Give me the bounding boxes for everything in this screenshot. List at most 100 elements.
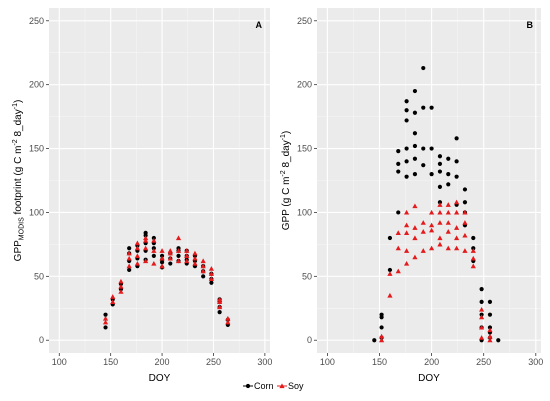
data-point-soy [404,222,410,228]
data-point-corn [437,169,443,174]
data-point-soy [208,266,215,271]
data-point-soy [454,209,460,215]
y-axis-title-part: 8_day [281,140,292,170]
y-tick-label: 150 [297,144,312,154]
x-tick-label: 300 [257,357,272,367]
data-point-soy [429,222,435,228]
y-axis-title-part: 8_day [13,109,24,139]
data-point-soy [126,250,132,256]
panel-label: A [256,20,263,30]
data-point-corn [454,159,459,164]
data-point-soy [159,248,165,253]
data-point-soy [479,306,485,312]
data-point-soy [462,248,468,253]
data-point-corn [471,235,476,241]
data-point-soy [143,237,149,243]
legend-item-soy: Soy [277,381,304,391]
data-point-soy [151,248,157,253]
data-point-soy [159,263,165,269]
data-point-corn [396,169,401,174]
data-point-corn [429,146,434,151]
legend-label: Corn [254,381,274,391]
data-point-corn [487,312,493,317]
data-point-soy [454,235,460,241]
data-point-soy [225,315,231,321]
data-point-soy [175,248,182,253]
data-point-corn [412,143,418,149]
data-point-corn [421,163,426,168]
y-tick-label: 0 [307,335,312,345]
data-point-soy [454,225,460,230]
data-point-soy [437,241,443,247]
data-point-soy [143,235,149,241]
x-tick-label: 250 [476,357,491,367]
data-point-corn [209,280,214,285]
y-tick-label: 150 [29,144,44,154]
y-axis-title-part: GPP [13,240,24,261]
y-axis-title: GPPMODIS footprint (g C m-2 8_day-1) [12,100,26,262]
data-point-soy [208,271,215,276]
data-point-soy [445,245,451,251]
data-point-corn [446,156,451,161]
data-point-corn [446,172,451,177]
data-point-soy [126,263,132,269]
data-point-soy [143,258,149,264]
data-point-corn [429,172,434,177]
data-point-soy [118,283,124,289]
panel-label: B [527,20,534,30]
data-point-soy [487,327,493,333]
data-point-soy [102,315,109,321]
data-point-soy [462,220,468,225]
data-point-soy [192,250,198,256]
y-tick-label: 250 [297,16,312,26]
data-point-corn [496,338,501,343]
series-soy [378,199,493,343]
data-point-soy [437,209,443,215]
data-point-soy [118,278,124,284]
legend-item-corn: Corn [243,381,274,391]
data-point-soy [487,333,493,339]
data-point-corn [462,187,468,192]
y-axis-title-part: GPP [281,209,292,230]
y-axis-title-part: (g C m [281,177,292,210]
data-point-corn [446,182,451,187]
data-point-soy [404,260,410,266]
y-axis-title-part: MODIS [19,217,26,240]
data-point-soy [387,292,393,298]
data-point-soy [470,248,476,253]
y-axis-title-part: ) [13,100,24,103]
data-point-soy [404,230,410,235]
data-point-corn [404,174,409,179]
data-point-soy [143,245,149,251]
data-point-soy [167,255,173,261]
data-point-soy [404,248,410,253]
data-point-corn [412,172,418,177]
x-tick-label: 150 [372,357,387,367]
y-tick-label: 50 [34,271,44,281]
data-point-soy [462,209,468,215]
data-point-soy [134,253,140,258]
data-point-corn [151,253,156,258]
y-tick-label: 0 [39,335,44,345]
data-point-soy [225,319,231,325]
data-point-soy [217,299,223,304]
data-point-corn [454,136,459,141]
y-axis-title-part: -2 [280,170,287,176]
data-point-soy [110,299,116,304]
data-point-corn [143,230,148,235]
data-point-soy [445,229,451,234]
data-point-soy [175,258,182,264]
data-point-soy [429,209,435,215]
data-point-soy [184,258,190,264]
data-point-soy [192,255,198,261]
data-point-soy [217,296,223,302]
panel-a: 100 150 200 250 300 0 50 100 150 200 250 A DOY GPPMOD… [12,8,272,384]
data-point-soy [412,235,418,241]
data-point-corn [127,246,132,251]
y-axis-title-part: -2 [12,139,19,145]
data-point-soy [208,276,215,281]
data-point-soy [184,253,190,258]
data-point-corn [437,161,443,166]
y-axis-title: GPP (g C m-2 8_day-1) [280,131,292,231]
data-point-corn [396,149,401,154]
